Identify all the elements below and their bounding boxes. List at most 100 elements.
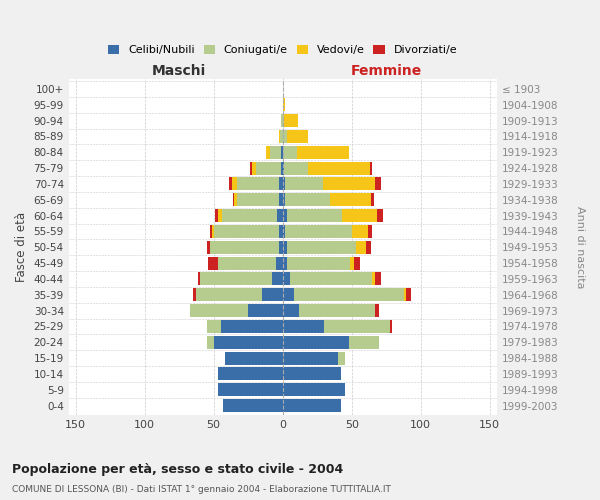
Bar	[365, 241, 371, 254]
Bar	[278, 225, 283, 238]
Bar	[281, 114, 283, 127]
Bar	[221, 320, 283, 333]
Bar	[212, 225, 214, 238]
Bar	[256, 162, 281, 174]
Bar	[373, 272, 375, 285]
Bar	[283, 304, 299, 317]
Bar	[199, 272, 200, 285]
Bar	[287, 209, 342, 222]
Bar	[283, 194, 286, 206]
Bar	[196, 288, 262, 302]
Bar	[371, 194, 374, 206]
Bar	[329, 194, 371, 206]
Y-axis label: Anni di nascita: Anni di nascita	[575, 206, 585, 288]
Bar	[283, 320, 324, 333]
Bar	[283, 209, 287, 222]
Bar	[283, 178, 286, 190]
Bar	[283, 272, 290, 285]
Bar	[375, 272, 381, 285]
Bar	[281, 162, 283, 174]
Bar	[349, 336, 379, 349]
Bar	[270, 146, 281, 159]
Bar	[283, 352, 338, 364]
Bar	[283, 384, 345, 396]
Bar	[278, 130, 280, 143]
Bar	[272, 272, 283, 285]
Bar	[214, 336, 283, 349]
Bar	[209, 225, 212, 238]
Bar	[281, 146, 283, 159]
Bar	[283, 146, 296, 159]
Bar	[200, 272, 272, 285]
Bar	[324, 320, 391, 333]
Text: COMUNE DI LESSONA (BI) - Dati ISTAT 1° gennaio 2004 - Elaborazione TUTTITALIA.IT: COMUNE DI LESSONA (BI) - Dati ISTAT 1° g…	[12, 485, 391, 494]
Legend: Celibi/Nubili, Coniugati/e, Vedovi/e, Divorziati/e: Celibi/Nubili, Coniugati/e, Vedovi/e, Di…	[105, 42, 460, 58]
Bar	[278, 178, 283, 190]
Bar	[209, 241, 278, 254]
Bar	[223, 399, 283, 412]
Bar	[233, 194, 235, 206]
Text: Femmine: Femmine	[350, 64, 422, 78]
Bar	[283, 256, 287, 270]
Bar	[391, 320, 392, 333]
Bar	[214, 225, 278, 238]
Bar	[218, 384, 283, 396]
Bar	[338, 352, 345, 364]
Bar	[350, 256, 355, 270]
Bar	[248, 304, 283, 317]
Bar	[218, 209, 222, 222]
Bar	[283, 336, 349, 349]
Bar	[278, 241, 283, 254]
Bar	[377, 209, 383, 222]
Bar	[222, 209, 277, 222]
Text: Popolazione per età, sesso e stato civile - 2004: Popolazione per età, sesso e stato civil…	[12, 462, 343, 475]
Bar	[224, 352, 283, 364]
Text: Maschi: Maschi	[152, 64, 206, 78]
Bar	[284, 162, 308, 174]
Bar	[218, 368, 283, 380]
Bar	[283, 162, 284, 174]
Bar	[207, 336, 214, 349]
Bar	[215, 209, 218, 222]
Bar	[296, 146, 349, 159]
Bar	[299, 304, 375, 317]
Bar	[283, 368, 341, 380]
Bar	[283, 288, 294, 302]
Bar	[375, 304, 379, 317]
Bar	[294, 288, 404, 302]
Bar	[276, 256, 283, 270]
Bar	[283, 130, 287, 143]
Bar	[370, 162, 373, 174]
Bar	[323, 178, 375, 190]
Bar	[190, 304, 248, 317]
Bar	[287, 241, 356, 254]
Bar	[355, 256, 360, 270]
Y-axis label: Fasce di età: Fasce di età	[15, 212, 28, 282]
Bar	[207, 320, 221, 333]
Bar	[235, 194, 237, 206]
Bar	[283, 98, 286, 112]
Bar	[262, 288, 283, 302]
Bar	[193, 288, 196, 302]
Bar	[342, 209, 377, 222]
Bar	[277, 209, 283, 222]
Bar	[207, 241, 209, 254]
Bar	[352, 225, 368, 238]
Bar	[308, 162, 370, 174]
Bar	[283, 114, 284, 127]
Bar	[250, 162, 253, 174]
Bar	[287, 256, 350, 270]
Bar	[368, 225, 373, 238]
Bar	[286, 225, 352, 238]
Bar	[404, 288, 406, 302]
Bar	[237, 178, 278, 190]
Bar	[286, 194, 329, 206]
Bar	[253, 162, 256, 174]
Bar	[237, 194, 278, 206]
Bar	[290, 272, 373, 285]
Bar	[283, 399, 341, 412]
Bar	[287, 130, 308, 143]
Bar	[232, 178, 237, 190]
Bar	[283, 241, 287, 254]
Bar	[280, 130, 283, 143]
